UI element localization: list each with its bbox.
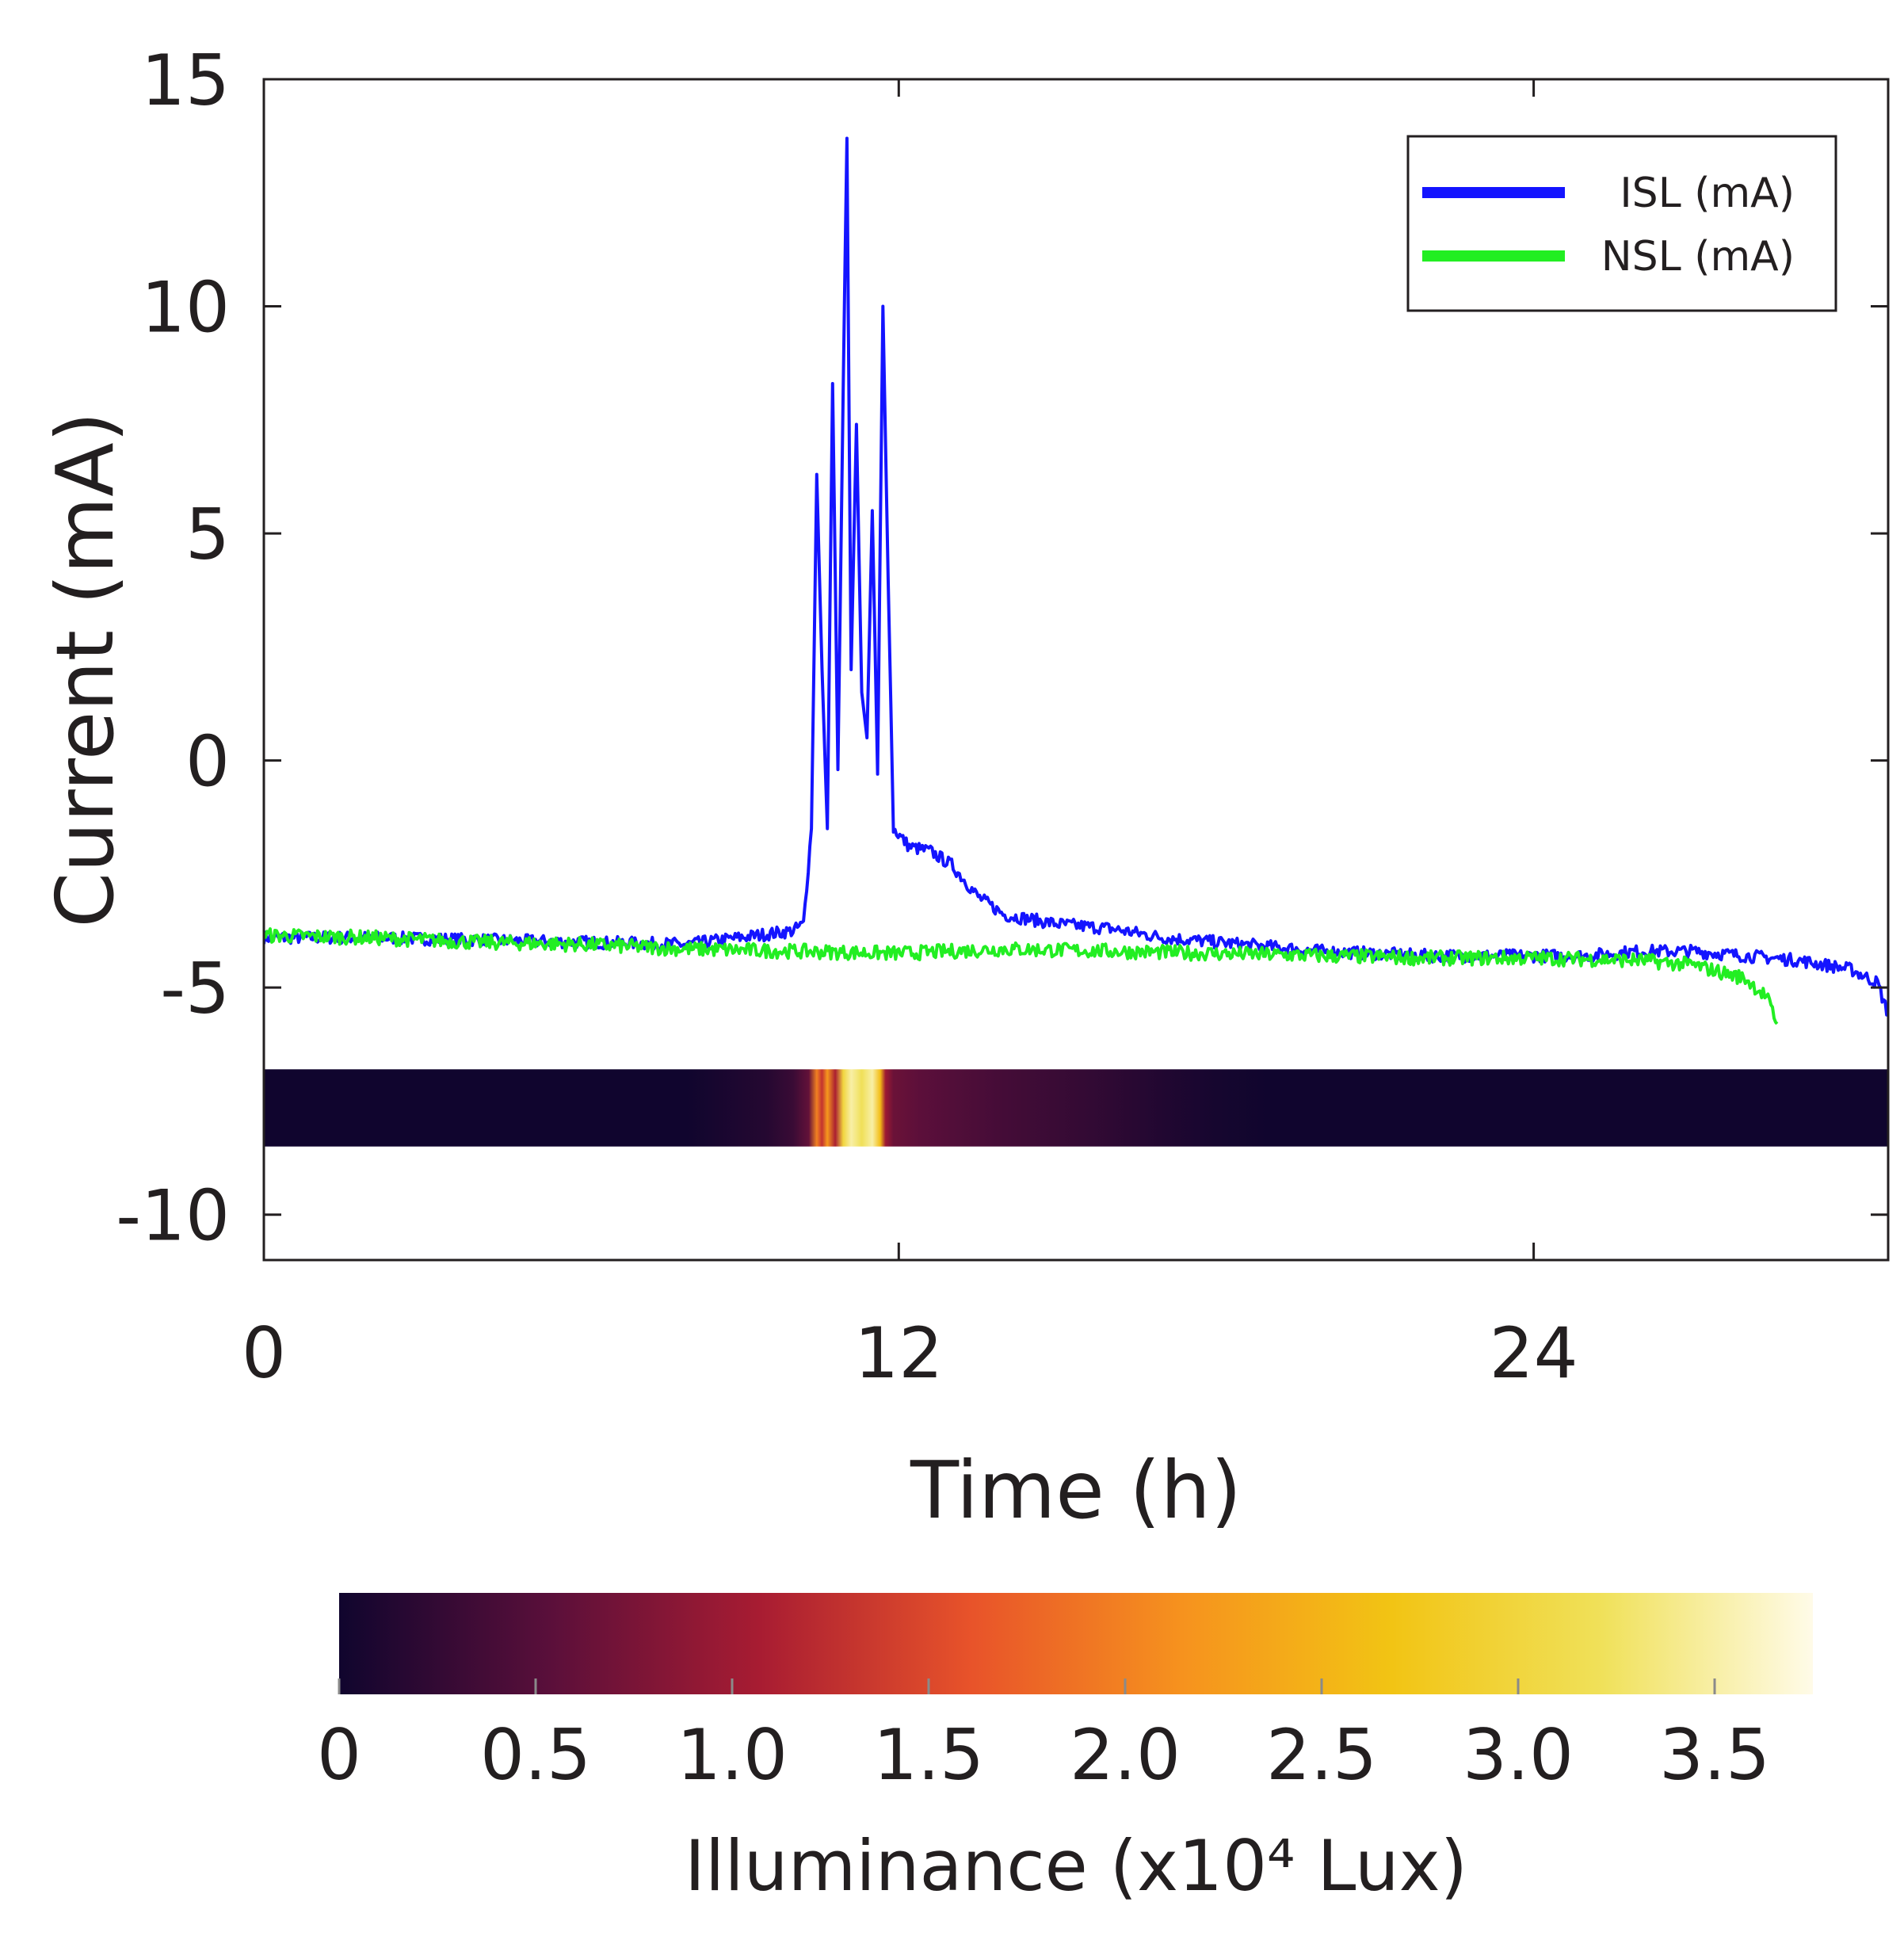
y-tick-label: 15 <box>141 40 230 121</box>
x-tick-label: 12 <box>854 1312 943 1394</box>
plot-frame <box>262 78 1890 1262</box>
isl-series-line <box>264 136 1888 1017</box>
y-axis-title: Current (mA) <box>39 411 132 927</box>
y-tick-label: -10 <box>116 1175 230 1257</box>
nsl-series-line <box>264 927 1779 1025</box>
y-tick-label: -5 <box>160 948 230 1029</box>
legend-label-isl: ISL (mA) <box>1620 170 1795 217</box>
legend-label-nsl: NSL (mA) <box>1601 233 1795 281</box>
y-tick-label: 5 <box>185 494 230 575</box>
colorbar <box>339 1593 1813 1694</box>
colorbar-tick-label: 3.5 <box>1659 1714 1770 1796</box>
legend-box <box>1406 135 1837 312</box>
colorbar-tick-label: 3.0 <box>1463 1714 1574 1796</box>
colorbar-tick-label: 0.5 <box>480 1714 591 1796</box>
illuminance-strip <box>264 1069 1888 1147</box>
x-axis-title: Time (h) <box>910 1444 1242 1537</box>
x-tick-label: 0 <box>242 1312 286 1394</box>
y-tick-label: 0 <box>185 721 230 803</box>
colorbar-tick-label: 1.0 <box>677 1714 788 1796</box>
colorbar-tick-label: 0 <box>317 1714 361 1796</box>
x-axis-ticks: 0 12 24 <box>242 79 1578 1394</box>
colorbar-ticks: 0 0.5 1.0 1.5 2.0 2.5 3.0 3.5 <box>317 1678 1770 1796</box>
y-tick-label: 10 <box>141 267 230 349</box>
x-tick-label: 24 <box>1490 1312 1578 1394</box>
colorbar-tick-label: 1.5 <box>873 1714 984 1796</box>
colorbar-tick-label: 2.5 <box>1266 1714 1377 1796</box>
y-axis-ticks: -10 -5 0 5 10 15 <box>116 40 1888 1257</box>
colorbar-title: Illuminance (x10⁴ Lux) <box>685 1825 1467 1907</box>
colorbar-tick-label: 2.0 <box>1070 1714 1181 1796</box>
legend: ISL (mA) NSL (mA) <box>1406 135 1837 312</box>
